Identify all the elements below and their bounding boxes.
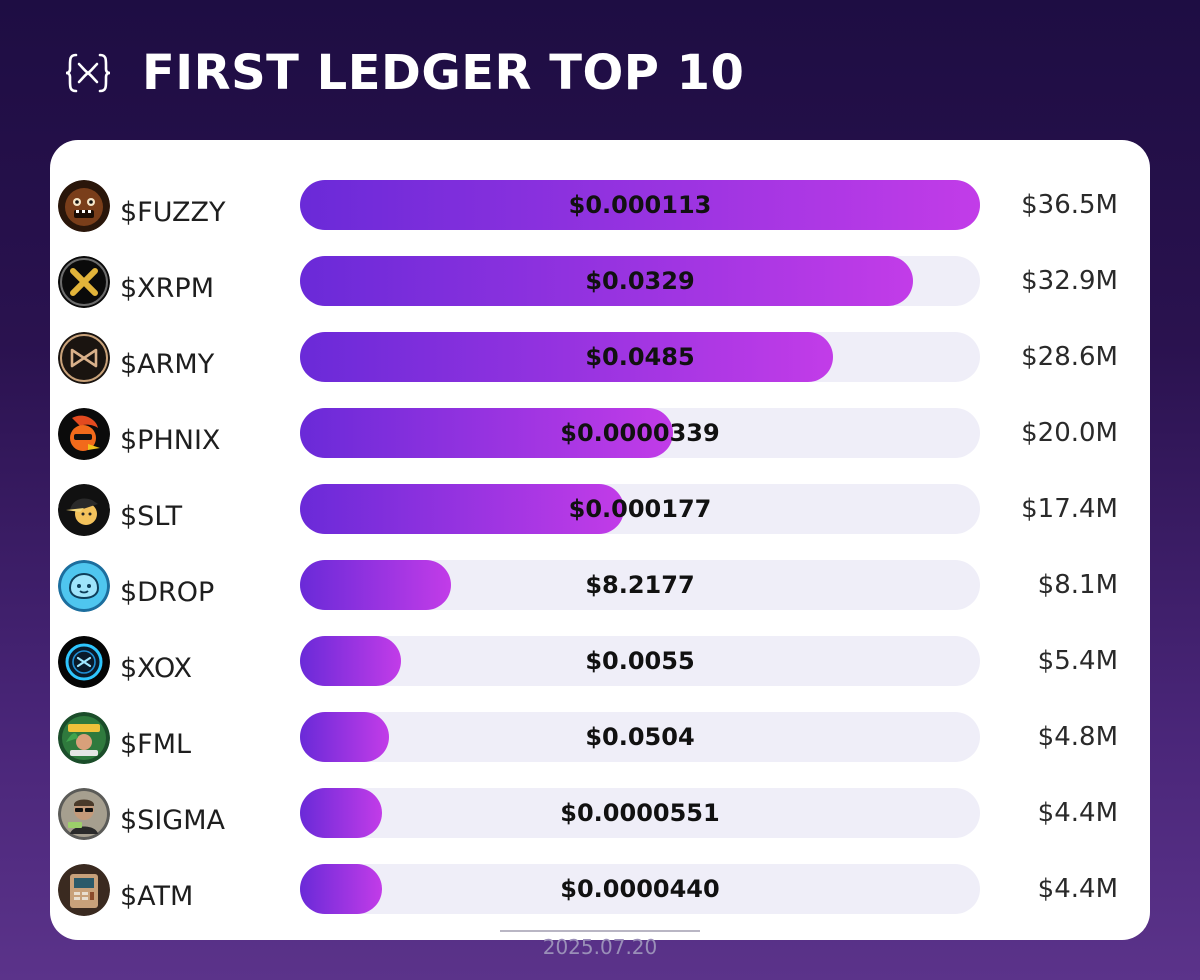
price-label: $0.0000339: [560, 419, 720, 447]
drop-blob-icon: [58, 560, 110, 612]
sigma-man-icon: [58, 788, 110, 840]
fuzzy-bear-icon: [58, 180, 110, 232]
market-cap-label: $8.1M: [1037, 570, 1118, 600]
xrpl-brackets-icon: [65, 53, 111, 93]
bar-fill: [300, 256, 913, 306]
bar-fill: [300, 712, 390, 762]
bar-row: $ATM $0.0000440 $4.4M: [50, 864, 1150, 916]
token-ticker: $SIGMA: [120, 805, 225, 836]
bar-fill: [300, 788, 382, 838]
bar-track: $8.2177: [300, 560, 980, 610]
token-ticker: $ARMY: [120, 349, 215, 380]
bar-fill: [300, 408, 673, 458]
bar-fill: [300, 560, 451, 610]
token-ticker: $PHNIX: [120, 425, 221, 456]
phoenix-bird-icon: [58, 408, 110, 460]
bar-row: $SIGMA $0.0000551 $4.4M: [50, 788, 1150, 840]
token-ticker: $FUZZY: [120, 197, 226, 228]
price-label: $0.0000440: [560, 875, 720, 903]
price-label: $8.2177: [585, 571, 695, 599]
price-label: $0.0485: [585, 343, 695, 371]
price-label: $0.000177: [568, 495, 712, 523]
xox-ring-icon: [58, 636, 110, 688]
market-cap-label: $4.4M: [1037, 798, 1118, 828]
market-cap-label: $20.0M: [1021, 418, 1118, 448]
bar-row: $SLT $0.000177 $17.4M: [50, 484, 1150, 536]
price-label: $0.0055: [585, 647, 695, 675]
bar-track: $0.0504: [300, 712, 980, 762]
bar-track: $0.0055: [300, 636, 980, 686]
token-ticker: $DROP: [120, 577, 215, 608]
bar-row: $XRPM $0.0329 $32.9M: [50, 256, 1150, 308]
market-cap-label: $4.4M: [1037, 874, 1118, 904]
bar-row: $XOX $0.0055 $5.4M: [50, 636, 1150, 688]
market-cap-label: $32.9M: [1021, 266, 1118, 296]
token-ticker: $FML: [120, 729, 192, 760]
token-ticker: $XOX: [120, 653, 192, 684]
market-cap-label: $28.6M: [1021, 342, 1118, 372]
market-cap-label: $36.5M: [1021, 190, 1118, 220]
token-ticker: $XRPM: [120, 273, 215, 304]
price-label: $0.000113: [568, 191, 712, 219]
price-label: $0.0000551: [560, 799, 720, 827]
bar-fill: [300, 180, 980, 230]
bar-track: $0.0485: [300, 332, 980, 382]
bar-row: $FUZZY $0.000113 $36.5M: [50, 180, 1150, 232]
market-cap-label: $4.8M: [1037, 722, 1118, 752]
fml-florida-man-icon: [58, 712, 110, 764]
market-cap-label: $5.4M: [1037, 646, 1118, 676]
bar-fill: [300, 636, 401, 686]
bar-row: $FML $0.0504 $4.8M: [50, 712, 1150, 764]
market-cap-label: $17.4M: [1021, 494, 1118, 524]
bar-track: $0.000177: [300, 484, 980, 534]
header: FIRST LEDGER TOP 10: [62, 38, 744, 108]
token-ticker: $SLT: [120, 501, 183, 532]
bar-row: $PHNIX $0.0000339 $20.0M: [50, 408, 1150, 460]
xrpm-x-icon: [58, 256, 110, 308]
bar-fill: [300, 484, 625, 534]
page-title: FIRST LEDGER TOP 10: [142, 45, 745, 101]
bar-track: $0.000113: [300, 180, 980, 230]
bar-fill: [300, 332, 833, 382]
price-label: $0.0504: [585, 723, 695, 751]
report-date: 2025.07.20: [542, 935, 658, 959]
slt-cap-face-icon: [58, 484, 110, 536]
bar-fill: [300, 864, 382, 914]
bar-track: $0.0000339: [300, 408, 980, 458]
bar-row: $DROP $8.2177 $8.1M: [50, 560, 1150, 612]
bar-row: $ARMY $0.0485 $28.6M: [50, 332, 1150, 384]
atm-machine-icon: [58, 864, 110, 916]
token-ticker: $ATM: [120, 881, 194, 912]
footer-divider: [500, 930, 700, 932]
price-label: $0.0329: [585, 267, 695, 295]
bar-track: $0.0000551: [300, 788, 980, 838]
bar-track: $0.0000440: [300, 864, 980, 914]
chart-card: $FUZZY $0.000113 $36.5M $XRPM $0.0329 $32.9M $…: [50, 140, 1150, 940]
bar-track: $0.0329: [300, 256, 980, 306]
army-bow-icon: [58, 332, 110, 384]
